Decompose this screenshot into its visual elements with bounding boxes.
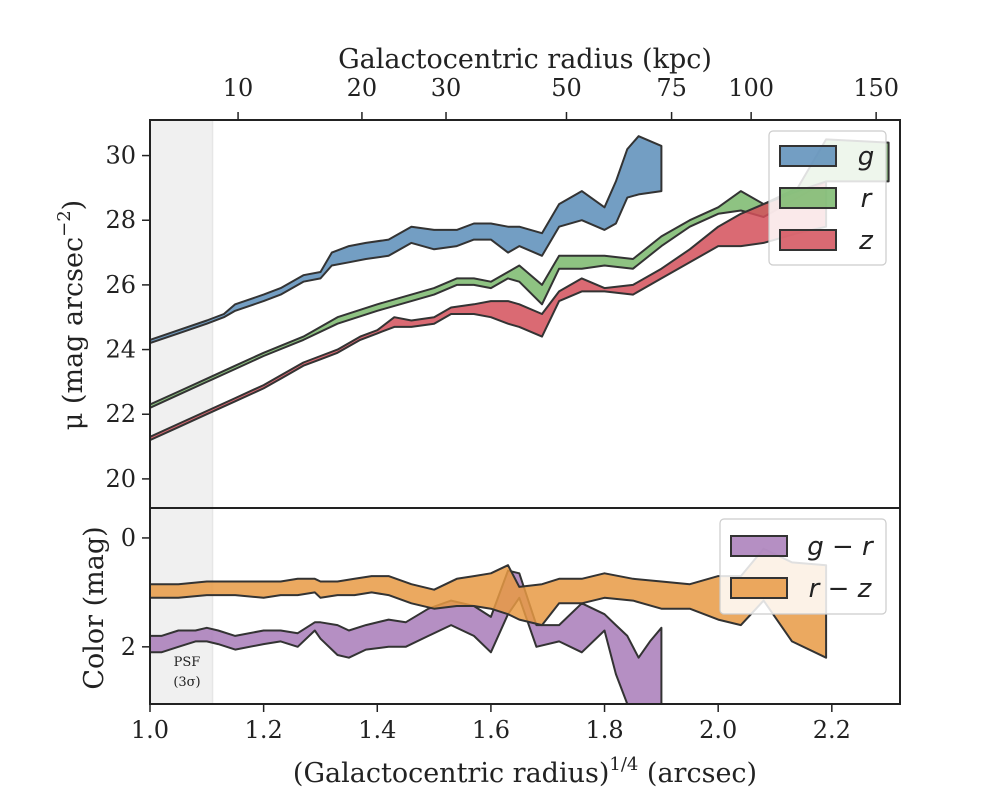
kpc-tick-label: 50 [551,74,582,102]
y-tick-label: 26 [105,271,136,299]
bottom-panel-frame [149,507,901,705]
top-legend: grz [768,130,887,266]
legend-swatch-r [779,187,837,209]
legend-label-r: r [861,184,874,214]
surface-brightness-panel: 20 22 24 26 28 30 10 20 30 50 75 100 150 grz [105,74,901,509]
x-axis-title-main: (Galactocentric radius) [293,758,609,789]
legend-swatch-g [779,145,837,167]
psf-shaded-region [150,120,214,508]
legend-label-z: z [858,226,874,256]
bottom-legend: g − r r − z [719,518,887,615]
y-tick-label: 2 [121,633,136,661]
psf-label-line1: PSF [174,655,201,670]
x-tick-label: 1.8 [585,716,623,744]
legend-label-g: g [858,142,875,172]
top-axis-title: Galactocentric radius (kpc) [338,44,712,75]
y-tick-label: 28 [105,206,136,234]
bottom-x-axis: 1.0 1.2 1.4 1.6 1.8 2.0 2.2 [131,704,851,744]
y-tick-label: 22 [105,400,136,428]
x-tick-label: 1.2 [245,716,283,744]
band-mu-z [150,180,828,442]
y-tick-label: 0 [121,524,136,552]
band-color-g-r [150,569,663,704]
legend-swatch-g-r [730,535,788,557]
kpc-tick-label: 20 [347,74,378,102]
top-y-axis-title: μ (mag arcsec−2) [54,200,89,430]
legend-label-r-z: r − z [809,574,873,604]
y-tick-label: 24 [105,336,136,364]
kpc-tick-label: 30 [431,74,462,102]
kpc-tick-label: 100 [728,74,774,102]
x-tick-label: 2.2 [813,716,851,744]
color-panel: 02 1.0 1.2 1.4 1.6 1.8 2.0 2.2 g − rr − z PSF … [121,507,901,744]
x-tick-label: 1.0 [131,716,169,744]
x-tick-label: 2.0 [699,716,737,744]
top-y-axis-title-close: ) [58,200,89,211]
top-y-axis: 20 22 24 26 28 30 [105,142,150,493]
legend-label-g-r: g − r [807,532,875,562]
top-y-axis-title-main: μ (mag arcsec [58,237,89,430]
bottom-y-axis-title: Color (mag) [79,526,110,689]
kpc-tick-label: 150 [853,74,899,102]
bottom-y-axis: 02 [121,524,150,661]
kpc-tick-label: 75 [656,74,687,102]
kpc-tick-label: 10 [223,74,254,102]
band-mu-g [150,135,663,345]
top-kpc-axis: 10 20 30 50 75 100 150 [223,74,899,120]
x-axis-title-exponent: 1/4 [609,754,638,775]
psf-shaded-region [150,508,214,704]
y-tick-label: 20 [105,465,136,493]
band-mu-r [150,138,890,409]
psf-label-line2: (3σ) [173,675,200,690]
x-axis-title-units: (arcsec) [638,758,757,789]
x-axis-title: (Galactocentric radius)1/4 (arcsec) [293,754,757,789]
legend-swatch-z [779,229,837,251]
y-tick-label: 30 [105,142,136,170]
x-tick-label: 1.6 [472,716,510,744]
x-tick-label: 1.4 [358,716,396,744]
top-y-axis-title-exponent: −2 [54,210,75,237]
magnitude-bands [150,135,890,442]
psf-band [150,120,213,508]
psf-band [150,508,213,704]
legend-swatch-r-z [730,577,788,599]
